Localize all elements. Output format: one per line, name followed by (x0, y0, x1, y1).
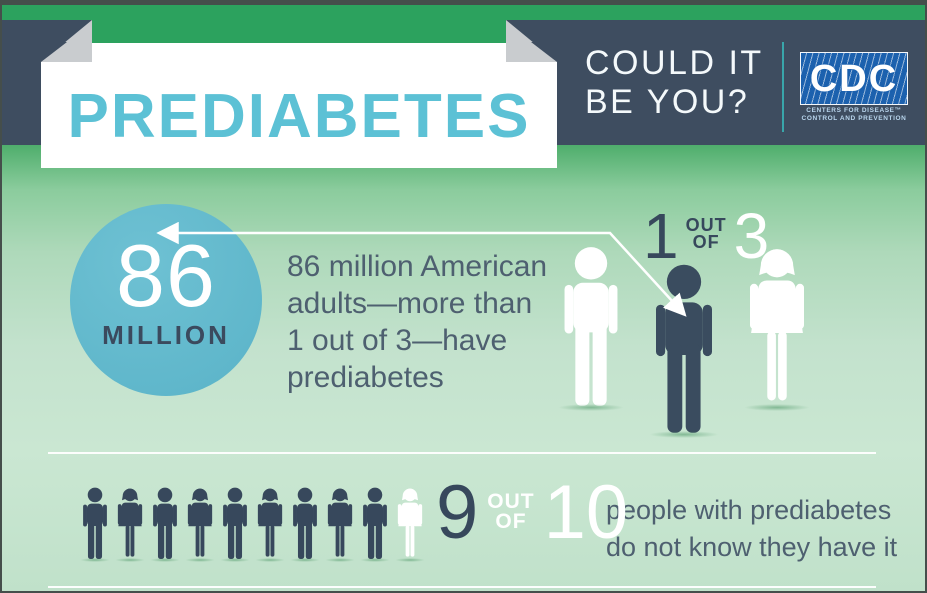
ratio-1-out-of-3: 1 OUT OF 3 (643, 200, 770, 272)
woman-icon (183, 487, 217, 560)
pictograph-person-1 (78, 487, 112, 562)
figure-shadow (360, 558, 390, 562)
ratio-out: OUT (487, 490, 535, 513)
woman-icon (323, 487, 357, 560)
cdc-acronym: CDC (809, 57, 899, 100)
man-icon (218, 487, 252, 560)
cdc-rays-pattern-icon (801, 53, 907, 104)
woman-icon (113, 487, 147, 560)
man-icon (78, 487, 112, 560)
figure-shadow (150, 558, 180, 562)
title-box: PREDIABETES (41, 42, 557, 168)
man-icon (148, 487, 182, 560)
window-edge-bottom (0, 591, 927, 593)
pictograph-person-9 (358, 487, 392, 562)
ratio-denominator: 10 (543, 470, 629, 555)
pictograph-person-8 (323, 487, 357, 562)
figure-shadow (743, 404, 811, 411)
figure-shadow (290, 558, 320, 562)
woman-icon (393, 487, 427, 560)
tagline-line-1: COULD IT (585, 44, 764, 82)
header-top-green-bar (0, 5, 927, 20)
stat-circle-value: 86 (116, 226, 216, 325)
man-icon (644, 263, 724, 435)
man-icon (288, 487, 322, 560)
figure-shadow (115, 558, 145, 562)
caption-line-2: do not know they have it (606, 532, 898, 562)
figure-shadow (395, 558, 425, 562)
page-title: PREDIABETES (67, 82, 531, 151)
pictograph-person-10-white (393, 487, 427, 562)
pictograph-person-2 (113, 487, 147, 562)
description-line-4: prediabetes (287, 361, 444, 394)
cdc-logo-subtext: CENTERS FOR DISEASE™ CONTROL AND PREVENT… (800, 107, 908, 123)
cdc-subtext-line-2: CONTROL AND PREVENTION (801, 115, 907, 122)
figure-shadow (185, 558, 215, 562)
tagline: COULD IT BE YOU? (585, 44, 764, 122)
figure-shadow (648, 431, 720, 438)
pictograph-person-3 (148, 487, 182, 562)
ratio-numerator: 9 (436, 470, 479, 555)
stat-circle-unit: MILLION (102, 319, 230, 350)
ratio-of: OF (692, 232, 720, 252)
figure-group-9of10 (78, 487, 428, 562)
section-divider (48, 452, 876, 454)
figure-man-white (553, 246, 629, 411)
figure-shadow (255, 558, 285, 562)
man-icon (358, 487, 392, 560)
ratio-out: OUT (685, 215, 727, 235)
tagline-line-2: BE YOU? (585, 83, 750, 121)
window-edge-right (925, 0, 927, 593)
caption-line-1: people with prediabetes (606, 495, 892, 525)
ratio-out-of-label: OUT OF (487, 490, 535, 533)
man-icon (553, 246, 629, 408)
cdc-subtext-line-1: CENTERS FOR DISEASE™ (806, 107, 902, 114)
ratio-out-of-label: OUT OF (685, 215, 727, 252)
ratio-9-out-of-10: 9 OUT OF 10 (436, 470, 629, 555)
figure-man-dark-highlighted (644, 263, 724, 438)
pictograph-person-5 (218, 487, 252, 562)
window-edge-top (0, 0, 927, 5)
ratio-denominator: 3 (733, 200, 770, 272)
ratio-of: OF (495, 510, 527, 533)
description-line-3: 1 out of 3—have (287, 324, 508, 357)
pictograph-person-6 (253, 487, 287, 562)
pictograph-person-4 (183, 487, 217, 562)
pictograph-person-7 (288, 487, 322, 562)
description-line-2: adults—more than (287, 287, 533, 320)
header-vertical-divider (782, 42, 784, 132)
ratio-numerator: 1 (643, 200, 679, 272)
stat-86-description: 86 million American adults—more than 1 o… (287, 248, 547, 396)
ribbon-banner (92, 20, 506, 43)
figure-shadow (80, 558, 110, 562)
bottom-divider (48, 586, 876, 588)
description-line-1: 86 million American (287, 250, 548, 283)
figure-group-1of3 (553, 246, 815, 438)
figure-shadow (220, 558, 250, 562)
figure-woman-white (739, 246, 815, 411)
woman-icon (253, 487, 287, 560)
figure-shadow (325, 558, 355, 562)
window-edge-left (0, 0, 2, 593)
cdc-logo-box: CDC (800, 52, 908, 105)
cdc-logo: CDC CENTERS FOR DISEASE™ CONTROL AND PRE… (800, 52, 908, 123)
stat-9of10-caption: people with prediabetes do not know they… (606, 492, 897, 566)
stat-circle-86-million: 86 MILLION (70, 204, 262, 396)
figure-shadow (557, 404, 625, 411)
